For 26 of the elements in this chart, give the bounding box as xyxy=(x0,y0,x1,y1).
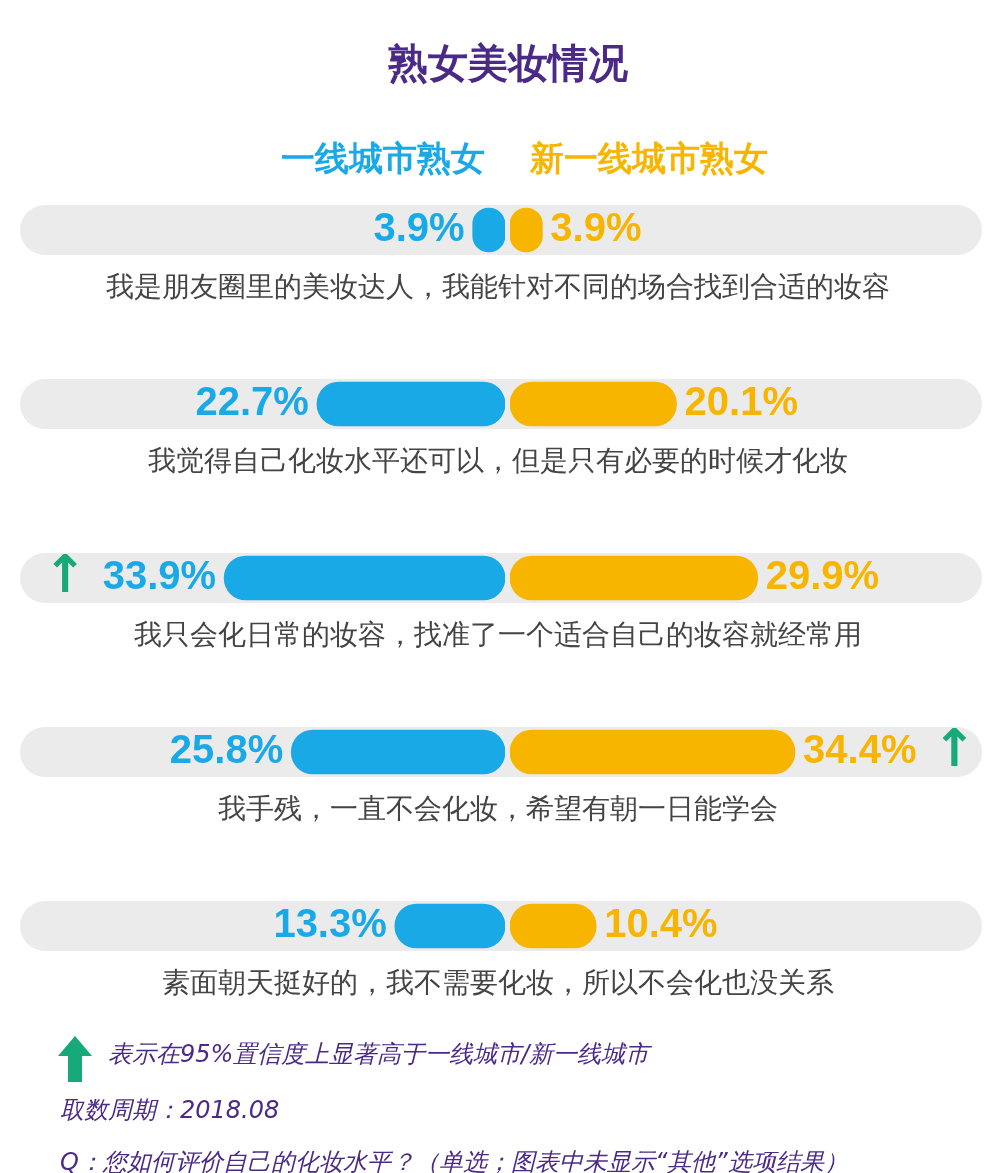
bar xyxy=(316,381,505,427)
series-label: 一线城市熟女 xyxy=(281,138,485,178)
series-label: 新一线城市熟女 xyxy=(530,138,768,178)
data-label: 25.8% xyxy=(169,727,284,772)
category-label: 我只会化日常的妆容，找准了一个适合自己的妆容就经常用 xyxy=(134,618,862,651)
bar xyxy=(510,729,796,775)
category-label: 我是朋友圈里的美妆达人，我能针对不同的场合找到合适的妆容 xyxy=(106,270,890,303)
chart-title: 熟女美妆情况 xyxy=(387,39,629,88)
data-label: 13.3% xyxy=(273,901,387,946)
bar xyxy=(223,555,505,601)
annotation: 表示在95%置信度上显著高于一线城市/新一线城市 xyxy=(108,1039,650,1070)
data-label: ↑ 33.9% xyxy=(43,543,217,604)
text: 取数周期：2018.08 xyxy=(60,1095,280,1126)
data-label: 22.7% xyxy=(195,379,309,424)
bar xyxy=(510,555,759,601)
data-label: 20.1% xyxy=(684,379,798,424)
data-label: 34.4% ↑ xyxy=(803,717,977,778)
bar xyxy=(290,729,505,775)
data-label: 3.9% xyxy=(373,205,465,250)
bar xyxy=(510,381,677,427)
category-label: 素面朝天挺好的，我不需要化妆，所以不会化也没关系 xyxy=(162,966,834,999)
data-label: 10.4% xyxy=(604,901,718,946)
category-label: 我觉得自己化妆水平还可以，但是只有必要的时候才化妆 xyxy=(148,444,848,477)
category-label: 我手残，一直不会化妆，希望有朝一日能学会 xyxy=(218,792,778,825)
data-label: 3.9% xyxy=(550,205,642,250)
data-label: 29.9% xyxy=(765,553,880,598)
